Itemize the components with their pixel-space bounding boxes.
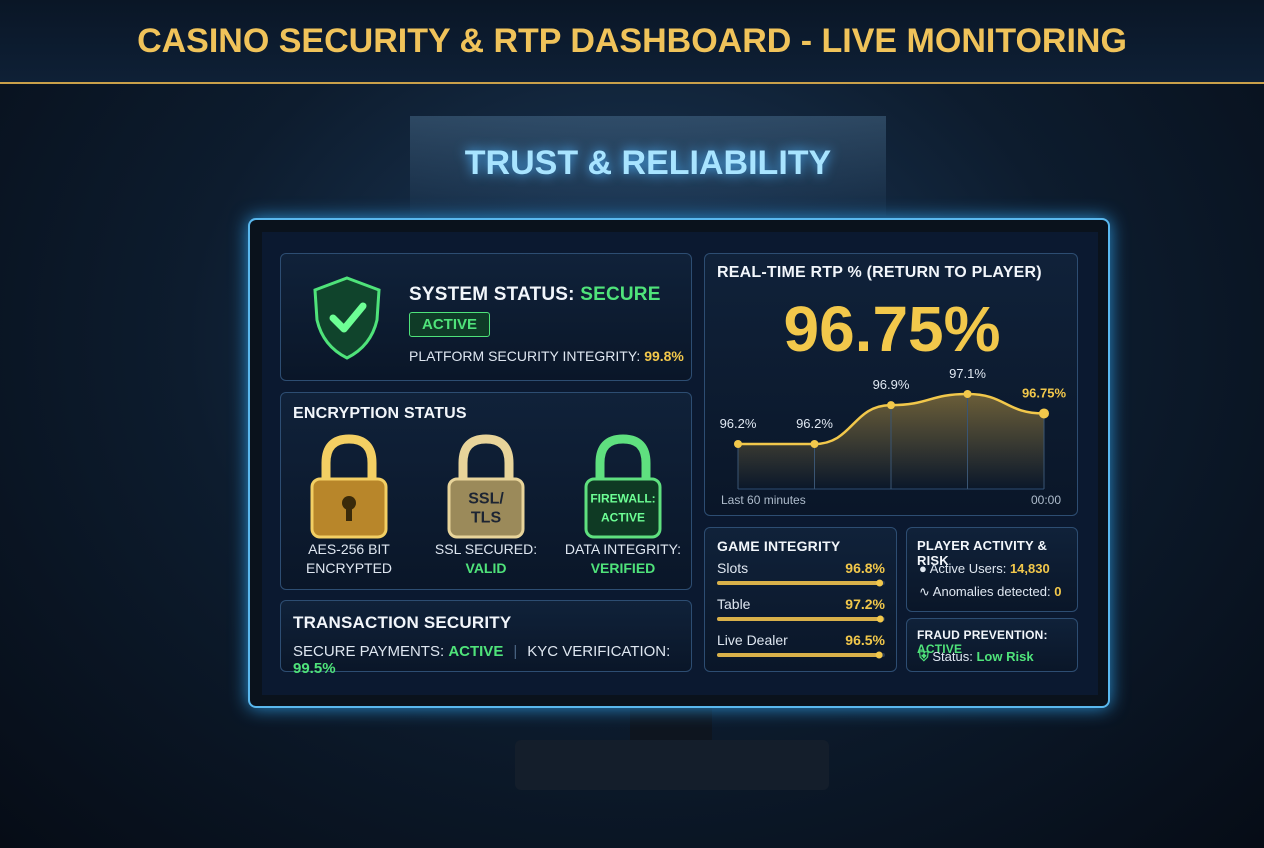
transaction-line: SECURE PAYMENTS: ACTIVE | KYC VERIFICATION… [293,643,671,677]
category-label: Live Dealer [717,632,788,648]
x-start-label: Last 60 minutes [721,493,806,507]
bar [717,653,880,657]
rtp-title: REAL-TIME RTP % (RETURN TO PLAYER) [717,264,1042,281]
lock-body [584,477,662,539]
monitor-base [515,740,829,790]
lock-shackle [458,434,514,483]
banner: TRUST & RELIABILITY [464,144,832,182]
lock-text: FIREWALL: [590,492,655,506]
rtp-value: 96.75% [783,293,1001,365]
rtp-point-label: 96.2% [720,416,757,431]
payments-label: SECURE PAYMENTS: [293,643,445,660]
game-integrity-title: GAME INTEGRITY [717,538,841,554]
lock-label: DATA INTEGRITY: [564,541,682,557]
lock-label: VERIFIED [590,560,656,576]
category-label: Slots [717,560,748,576]
lock-icon [310,434,388,539]
rtp-point-label: 96.75% [1022,385,1067,400]
transaction-panel: TRANSACTION SECURITY SECURE PAYMENTS: AC… [280,600,692,677]
active-users: ● Active Users: 14,830 [919,561,1050,576]
lock-text: ACTIVE [601,511,645,525]
keyhole [342,496,356,510]
rtp-point [810,440,819,448]
banner-glow [410,116,886,216]
bar-knob [876,615,884,623]
rtp-point-label: 96.2% [796,416,833,431]
integrity: PLATFORM SECURITY INTEGRITY: 99.8% [409,348,684,364]
anomalies: ∿ Anomalies detected: 0 [919,584,1062,599]
category-label: Table [717,596,751,612]
bar-knob [876,579,884,587]
fraud-status: ⛨ Status: Low Risk [919,649,1034,664]
rtp-panel: REAL-TIME RTP % (RETURN TO PLAYER) 96.75… [704,253,1078,516]
rtp-point [1039,408,1049,419]
page-title: CASINO SECURITY & RTP DASHBOARD - LIVE M… [137,22,1127,60]
lock-text: SSL/ [468,491,504,508]
rtp-point-label: 96.9% [873,377,910,392]
game-integrity-panel: GAME INTEGRITY Slots 96.8% Table 97.2% Live … [704,527,897,672]
fraud-title-status: ACTIVE [917,642,963,656]
fraud-status-value: Low Risk [976,649,1034,664]
kyc-label: KYC VERIFICATION: [527,643,671,660]
transaction-title: TRANSACTION SECURITY [293,613,512,632]
rtp-point [963,390,972,398]
x-end-label: 00:00 [1031,493,1061,507]
anomalies-label: Anomalies detected: [932,584,1051,599]
anomalies-value: 0 [1054,584,1062,599]
encryption-title: ENCRYPTION STATUS [293,405,467,422]
lock-label: AES-256 BIT [308,541,390,557]
active-users-label: Active Users: [929,561,1007,576]
status-label: SYSTEM STATUS: [409,284,575,305]
keyhole-slot [346,505,352,521]
fraud-title-label: FRAUD PREVENTION: [917,628,1048,642]
status-value: SECURE [580,284,661,305]
lock-shackle [595,434,651,483]
system-status: SYSTEM STATUS: SECURE [409,284,661,306]
lock-text: TLS [471,510,502,527]
kyc-value: 99.5% [293,660,336,677]
bar-knob [875,651,883,659]
lock-label: ENCRYPTED [305,560,393,576]
title-bar: CASINO SECURITY & RTP DASHBOARD - LIVE M… [0,0,1264,84]
lock-label: VALID [465,560,507,576]
fraud-status-label: Status: [932,649,973,664]
bar [717,617,881,621]
rtp-point [887,401,895,410]
lock-label: SSL SECURED: [434,541,538,557]
payments-value: ACTIVE [448,643,504,660]
value-label: 97.2% [845,596,885,612]
lock-shackle [321,434,377,483]
fraud-panel: FRAUD PREVENTION: ACTIVE ⛨ Status: Low R… [906,618,1078,672]
lock-icon: SSL/TLS [447,434,525,539]
player-activity-title: PLAYER ACTIVITY & RISK [917,538,1048,568]
rtp-chart: 96.2% 96.2% 96.9% 97.1% 96.75% Last 60 minute… [720,366,1067,507]
integrity-label: PLATFORM SECURITY INTEGRITY: [409,348,641,364]
rtp-point [734,440,742,448]
bar [717,581,880,585]
game-integrity-chart: Slots 96.8% Table 97.2% Live Dealer 96.5% [717,560,886,659]
active-users-value: 14,830 [1009,561,1050,576]
system-status-panel: SYSTEM STATUS: SECURE ACTIVE PLATFORM SE… [280,253,692,381]
rtp-point-label: 97.1% [949,366,986,381]
value-label: 96.8% [845,560,885,576]
encryption-panel: ENCRYPTION STATUS AES-256 BIT ENCRYPTED SS… [280,392,692,590]
lock-body [447,477,525,539]
fraud-title: FRAUD PREVENTION: ACTIVE [917,628,1077,656]
player-activity-panel: PLAYER ACTIVITY & RISK ● Active Users: 1… [906,527,1078,612]
lock-icon: FIREWALL: ACTIVE [584,434,662,539]
active-badge: ACTIVE [409,312,491,337]
value-label: 96.5% [845,632,885,648]
integrity-value: 99.8% [644,348,684,364]
shield-icon [313,276,381,360]
